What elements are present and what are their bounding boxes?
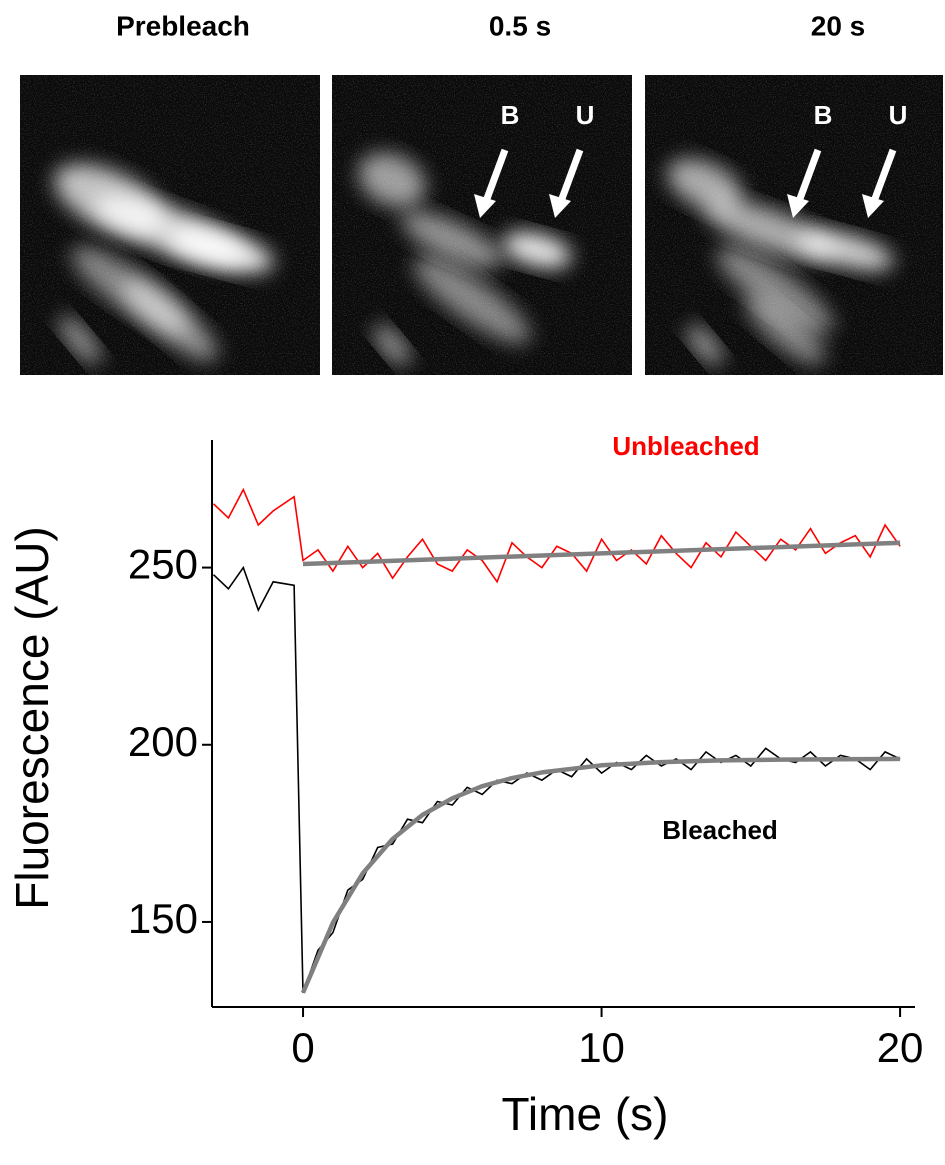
- x-tick-label: 0: [291, 1024, 314, 1071]
- series-label: Bleached: [662, 815, 778, 845]
- x-tick-label: 10: [578, 1024, 625, 1071]
- x-axis-label: Time (s): [502, 1088, 669, 1140]
- x-tick-label: 20: [877, 1024, 924, 1071]
- panel-title: Prebleach: [116, 10, 250, 41]
- arrow-head: [787, 194, 809, 218]
- arrow-head: [862, 194, 884, 218]
- fit-line: [300, 756, 901, 994]
- data-line: [212, 487, 901, 584]
- fit-line: [302, 540, 901, 567]
- micrograph: [20, 75, 320, 375]
- arrow: [481, 148, 509, 206]
- y-tick-label: 200: [128, 718, 198, 765]
- y-axis-label: Fluorescence (AU): [6, 526, 58, 909]
- y-tick-label: 150: [128, 895, 198, 942]
- arrow-head: [474, 194, 496, 218]
- arrow-head: [549, 194, 571, 218]
- y-tick-label: 250: [128, 541, 198, 588]
- data-line: [212, 565, 901, 994]
- image-panels: Prebleach 0.5 s B U 20 s B U: [20, 10, 943, 375]
- arrow: [794, 148, 822, 206]
- arrow: [869, 148, 897, 206]
- panel-label: U: [889, 100, 908, 130]
- micrograph: [645, 75, 943, 375]
- panel-label: B: [814, 100, 833, 130]
- panel-title: 0.5 s: [489, 10, 551, 41]
- arrow: [556, 148, 584, 206]
- micrograph: [332, 75, 632, 375]
- panel-label: B: [501, 100, 520, 130]
- panel-label: U: [576, 100, 595, 130]
- series-label: Unbleached: [612, 431, 759, 461]
- panel-title: 20 s: [811, 10, 866, 41]
- chart: 150 200 250 0 10 20 Time (s) Fluorescence (AU) U…: [6, 431, 923, 1140]
